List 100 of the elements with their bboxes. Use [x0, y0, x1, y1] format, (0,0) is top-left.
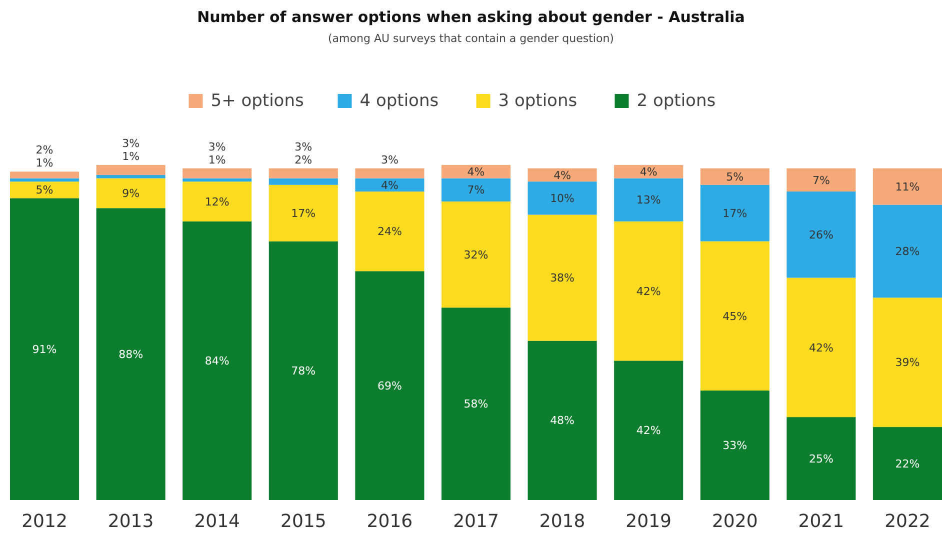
bar — [872, 204, 942, 298]
bar — [268, 168, 338, 178]
bar — [786, 278, 856, 418]
data-label: 1% — [208, 153, 226, 166]
data-label: 42% — [636, 284, 661, 298]
data-label: 4% — [380, 178, 398, 192]
legend-label: 3 options — [498, 91, 578, 111]
bar — [786, 192, 856, 278]
data-label: 69% — [377, 379, 402, 392]
bar — [786, 168, 856, 192]
data-label: 3% — [294, 140, 312, 154]
x-tick-label: 2020 — [712, 511, 758, 532]
bar — [441, 201, 511, 308]
bar — [614, 165, 684, 178]
x-tick-label: 2022 — [884, 511, 930, 532]
bar — [441, 165, 511, 178]
data-label: 39% — [895, 356, 920, 370]
data-label: 5% — [36, 184, 54, 197]
x-tick-label: 2021 — [798, 511, 844, 532]
bar — [96, 165, 166, 175]
bar — [96, 208, 166, 500]
bar — [614, 178, 684, 222]
data-label: 84% — [204, 354, 230, 368]
bar — [10, 182, 80, 198]
chart-title: Number of answer options when asking about gender - Australia — [197, 8, 745, 26]
bar — [10, 198, 80, 500]
legend-label: 4 options — [360, 91, 439, 111]
legend-label: 2 options — [636, 91, 716, 111]
data-label: 38% — [550, 272, 575, 285]
data-label: 3% — [122, 137, 140, 150]
x-tick-label: 2015 — [280, 511, 326, 532]
data-label: 1% — [122, 150, 140, 163]
data-label: 45% — [722, 310, 748, 323]
data-label: 24% — [377, 225, 402, 238]
data-label: 17% — [291, 206, 316, 220]
bar — [268, 241, 338, 500]
x-tick-label: 2012 — [22, 511, 68, 532]
bar — [182, 221, 252, 500]
bar — [355, 271, 424, 500]
data-label: 42% — [808, 341, 834, 354]
bar — [872, 298, 942, 428]
data-label: 33% — [722, 439, 748, 452]
data-label: 12% — [204, 195, 230, 208]
data-label: 88% — [118, 348, 144, 361]
data-label: 7% — [467, 184, 485, 197]
data-label: 7% — [812, 174, 830, 187]
bar — [528, 168, 597, 182]
bar — [10, 172, 80, 178]
data-label: 17% — [722, 206, 748, 220]
data-label: 28% — [895, 245, 920, 258]
data-label: 3% — [380, 153, 398, 166]
bar — [700, 168, 770, 185]
bar — [700, 390, 770, 500]
data-label: 4% — [467, 165, 485, 178]
bar — [355, 178, 424, 192]
data-label: 9% — [122, 187, 140, 200]
data-label: 1% — [36, 156, 54, 170]
x-tick-label: 2013 — [108, 511, 154, 532]
data-label: 3% — [208, 140, 226, 154]
bar — [528, 214, 597, 341]
bar — [268, 184, 338, 242]
chart-subtitle: (among AU surveys that contain a gender question) — [328, 32, 614, 45]
bar — [182, 178, 252, 182]
bar — [96, 178, 166, 208]
data-label: 11% — [895, 180, 920, 194]
data-label: 42% — [636, 424, 661, 438]
bar — [614, 360, 684, 500]
data-label: 2% — [294, 153, 312, 166]
x-tick-label: 2016 — [366, 511, 413, 532]
bar — [268, 178, 338, 185]
data-label: 78% — [291, 364, 316, 378]
data-label: 48% — [550, 414, 575, 428]
bar — [441, 178, 511, 202]
legend-label: 5+ options — [210, 91, 304, 111]
bar — [528, 340, 597, 500]
bar — [872, 168, 942, 205]
data-label: 22% — [895, 457, 920, 470]
x-tick-label: 2018 — [539, 511, 586, 532]
bar — [355, 192, 424, 272]
bar — [182, 168, 252, 178]
x-tick-label: 2017 — [453, 511, 499, 532]
x-tick-label: 2014 — [194, 511, 240, 532]
bar — [10, 178, 80, 182]
data-label: 4% — [640, 165, 658, 178]
data-label: 10% — [550, 192, 575, 206]
bar — [614, 221, 684, 361]
data-label: 91% — [32, 342, 57, 356]
data-label: 32% — [464, 248, 488, 262]
data-label: 13% — [636, 194, 661, 207]
bar — [528, 182, 597, 215]
bar — [872, 427, 942, 500]
bar — [96, 174, 166, 178]
bar — [700, 241, 770, 391]
bar — [441, 308, 511, 500]
x-tick-label: 2019 — [626, 511, 672, 532]
data-label: 5% — [726, 170, 744, 184]
data-label: 25% — [808, 452, 834, 466]
bar — [786, 417, 856, 500]
data-label: 4% — [554, 168, 572, 182]
data-label: 58% — [464, 398, 488, 411]
